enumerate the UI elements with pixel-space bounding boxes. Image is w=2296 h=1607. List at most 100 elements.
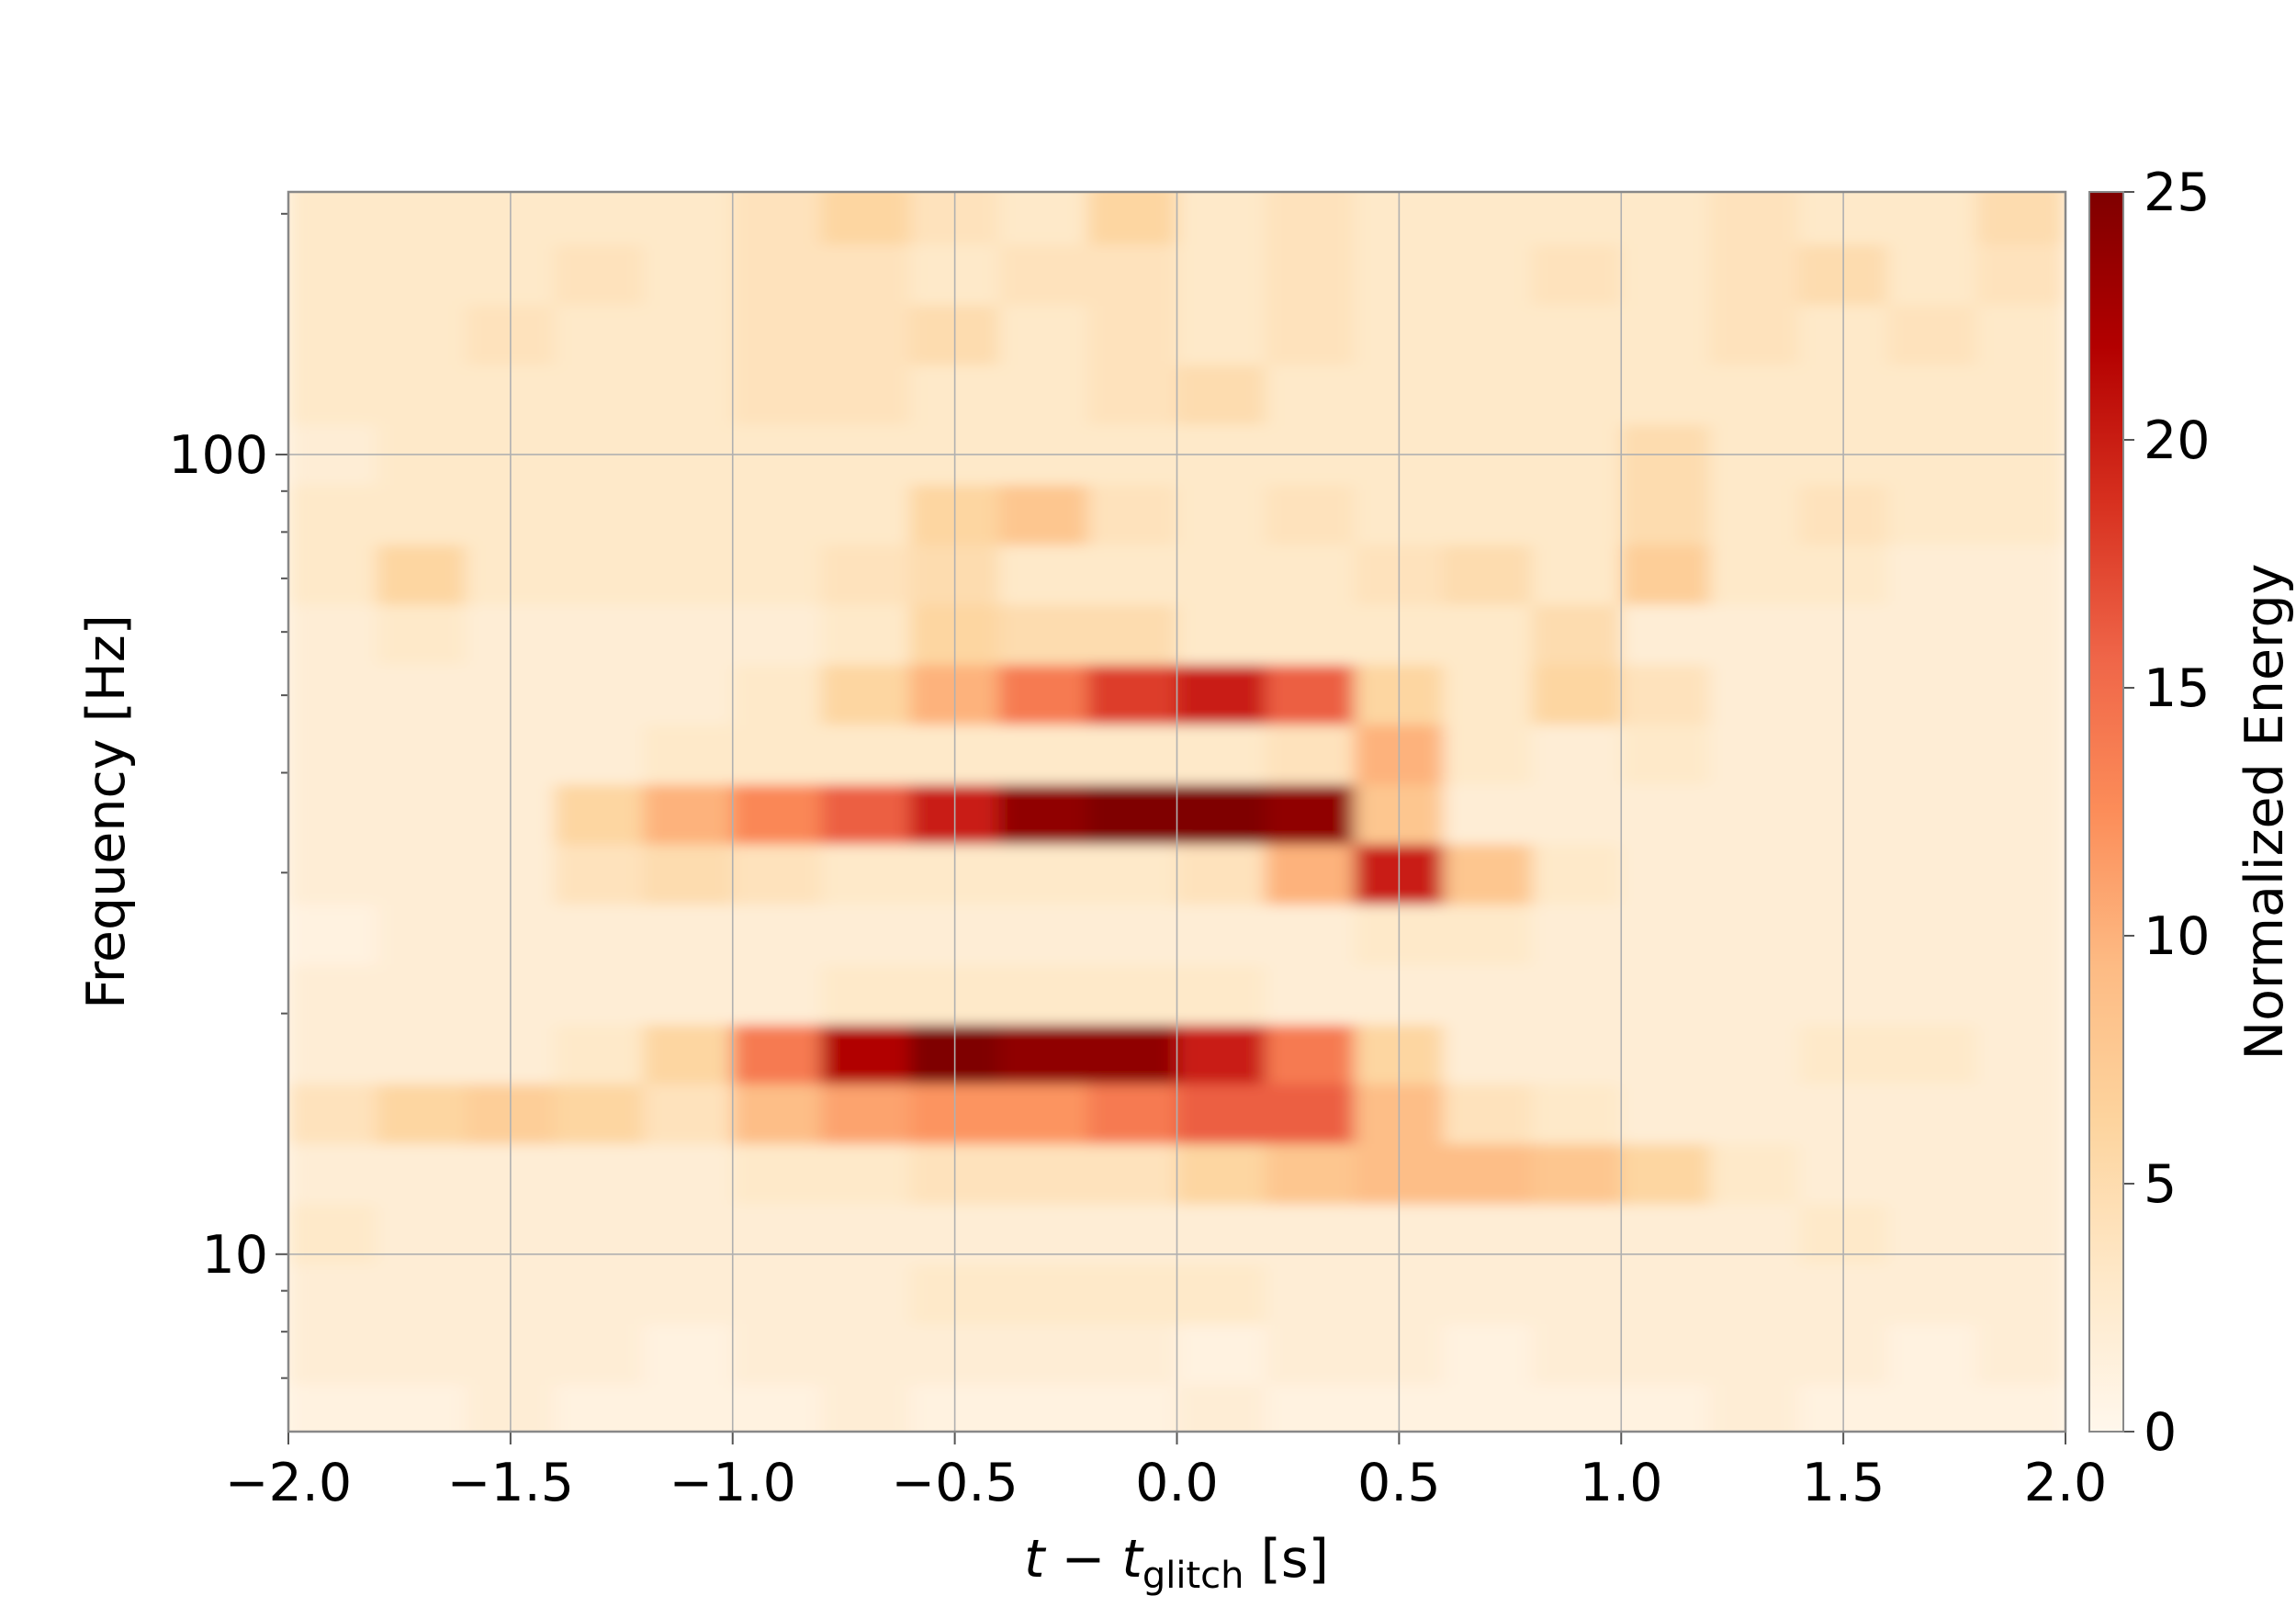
cell: [1887, 364, 1977, 425]
cell: [554, 243, 645, 306]
cell: [1709, 1264, 1800, 1325]
cell: [288, 664, 378, 725]
cell: [821, 364, 911, 425]
cell: [1087, 1264, 1177, 1325]
cell: [377, 1083, 467, 1144]
cell: [732, 783, 822, 845]
cell: [1532, 1142, 1622, 1205]
cell: [288, 1024, 378, 1084]
cell: [1709, 484, 1800, 545]
x-label-main: t − t: [1024, 1529, 1144, 1590]
cell: [1532, 783, 1622, 845]
cell: [732, 1383, 822, 1432]
cell: [1176, 724, 1266, 785]
cell: [643, 484, 734, 545]
cell: [1443, 1142, 1533, 1205]
cell: [1443, 1323, 1533, 1385]
cell: [377, 192, 467, 245]
cell: [1176, 484, 1266, 545]
y-tick-label: 100: [168, 425, 268, 486]
cell: [1532, 1024, 1622, 1084]
cell: [1265, 964, 1356, 1026]
cell: [288, 1383, 378, 1432]
cell: [377, 843, 467, 905]
cell: [554, 1142, 645, 1205]
cell: [1443, 1203, 1533, 1265]
cell: [998, 1142, 1089, 1205]
cell: [1265, 243, 1356, 306]
colorbar-label: Normalized Energy: [2234, 564, 2295, 1061]
cell: [288, 724, 378, 785]
cell: [1709, 1083, 1800, 1144]
cell: [732, 843, 822, 905]
x-label-sub: glitch: [1142, 1555, 1244, 1597]
cell: [1620, 1323, 1711, 1385]
cell: [1887, 1323, 1977, 1385]
cell: [288, 603, 378, 666]
cell: [377, 484, 467, 545]
cell: [377, 1024, 467, 1084]
cell: [1975, 1203, 2065, 1265]
cell: [1620, 243, 1711, 306]
cell: [554, 783, 645, 845]
cell: [643, 304, 734, 365]
cell: [1176, 964, 1266, 1026]
cell: [1265, 544, 1356, 605]
cell: [998, 783, 1089, 845]
cell: [1265, 664, 1356, 725]
cell: [1087, 1323, 1177, 1385]
cell: [1709, 904, 1800, 966]
cell: [998, 364, 1089, 425]
cell: [643, 964, 734, 1026]
cell: [998, 243, 1089, 306]
cell: [1709, 783, 1800, 845]
cell: [1532, 364, 1622, 425]
cell: [732, 1024, 822, 1084]
cell: [1620, 1142, 1711, 1205]
cell: [643, 1264, 734, 1325]
cell: [377, 664, 467, 725]
cell: [821, 724, 911, 785]
cell: [1887, 664, 1977, 725]
cell: [1709, 243, 1800, 306]
cell: [1620, 1383, 1711, 1432]
x-tick-label: 1.5: [1802, 1453, 1885, 1513]
cell: [643, 783, 734, 845]
cell: [1087, 304, 1177, 365]
cell: [1620, 904, 1711, 966]
cell: [1620, 843, 1711, 905]
cell: [732, 964, 822, 1026]
x-tick-label: 0.0: [1135, 1453, 1219, 1513]
cell: [1620, 1083, 1711, 1144]
heatmap: [288, 192, 2065, 1432]
cell: [998, 304, 1089, 365]
colorbar-tick-label: 25: [2144, 163, 2211, 223]
cell: [1532, 304, 1622, 365]
cell: [821, 192, 911, 245]
cell: [1443, 304, 1533, 365]
cell: [1087, 783, 1177, 845]
cell: [1265, 192, 1356, 245]
cell: [1975, 1083, 2065, 1144]
cell: [1532, 1323, 1622, 1385]
cell: [377, 1383, 467, 1432]
cell: [998, 484, 1089, 545]
cell: [377, 243, 467, 306]
cell: [998, 964, 1089, 1026]
cell: [1887, 304, 1977, 365]
cell: [554, 843, 645, 905]
x-label-unit: [s]: [1244, 1529, 1329, 1590]
cell: [1887, 484, 1977, 545]
cell: [643, 192, 734, 245]
cell: [288, 843, 378, 905]
cell: [1620, 783, 1711, 845]
cell: [998, 724, 1089, 785]
cell: [1887, 904, 1977, 966]
cell: [1265, 1264, 1356, 1325]
cell: [732, 484, 822, 545]
cell: [1975, 192, 2065, 245]
cell: [821, 1383, 911, 1432]
cell: [1709, 843, 1800, 905]
cell: [1087, 544, 1177, 605]
cell: [1087, 1383, 1177, 1432]
